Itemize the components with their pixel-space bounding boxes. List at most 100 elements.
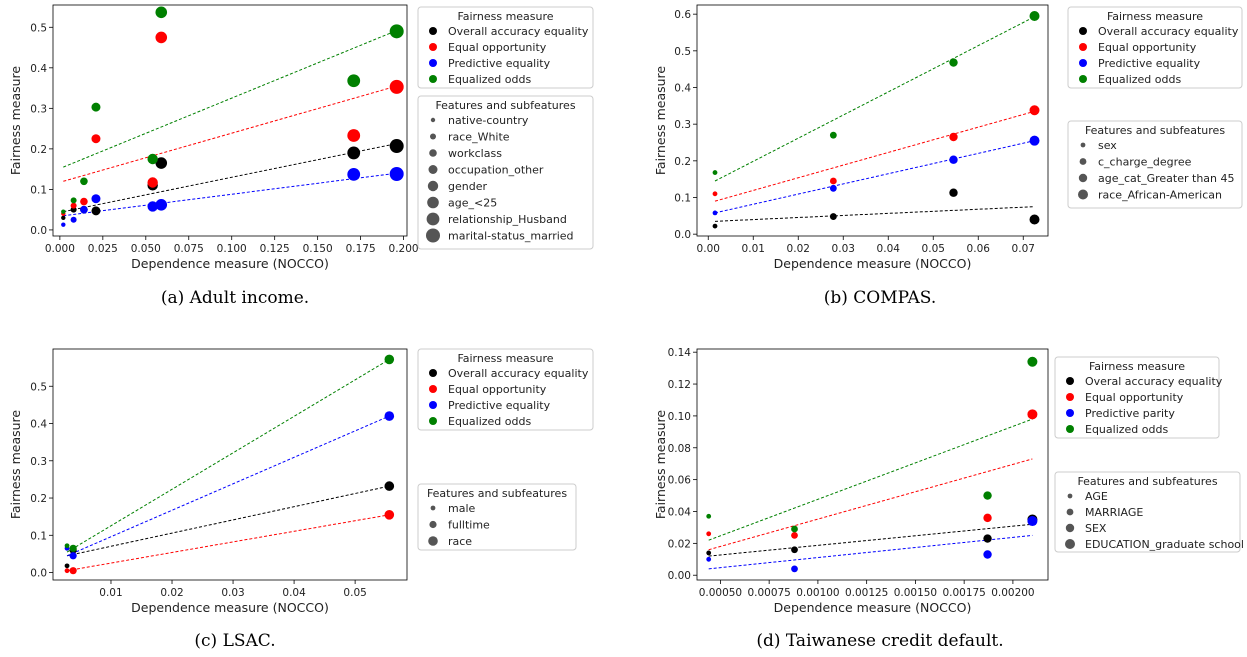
data-point bbox=[829, 213, 837, 220]
size-entry: workclass bbox=[448, 147, 502, 160]
figure-caption: (c) LSAC. bbox=[194, 631, 275, 651]
data-point bbox=[80, 177, 88, 186]
data-point bbox=[61, 222, 66, 227]
size-marker bbox=[427, 180, 439, 192]
y-tick-label: 0.4 bbox=[30, 63, 47, 75]
data-point bbox=[347, 146, 361, 160]
data-point bbox=[983, 534, 992, 543]
size-marker bbox=[428, 165, 438, 174]
trend-line bbox=[66, 485, 390, 557]
x-tick-label: 0.00200 bbox=[991, 587, 1034, 599]
size-marker bbox=[427, 196, 439, 209]
data-point bbox=[706, 556, 712, 562]
y-axis-label: Fairness measure bbox=[653, 66, 668, 176]
data-point bbox=[706, 513, 712, 519]
size-marker bbox=[1078, 189, 1088, 200]
data-point bbox=[147, 153, 158, 165]
x-tick-label: 0.00075 bbox=[747, 587, 790, 599]
color-legend-title: Fairness measure bbox=[1107, 10, 1203, 23]
legend-marker bbox=[429, 385, 437, 393]
data-point bbox=[389, 166, 404, 181]
y-tick-label: 0.6 bbox=[674, 9, 691, 21]
x-tick-label: 0.200 bbox=[389, 243, 419, 255]
legend-marker bbox=[1079, 59, 1087, 67]
legend-marker bbox=[429, 43, 437, 51]
data-point bbox=[983, 550, 992, 559]
data-point bbox=[70, 202, 77, 209]
size-entry: EDUCATION_graduate school bbox=[1085, 538, 1244, 551]
data-point bbox=[70, 197, 77, 204]
size-entry: race_White bbox=[448, 131, 510, 144]
data-point bbox=[91, 102, 101, 112]
data-point bbox=[1029, 105, 1040, 116]
size-marker bbox=[429, 520, 437, 529]
plot-frame bbox=[696, 4, 1049, 237]
data-point bbox=[91, 134, 101, 144]
size-marker bbox=[1078, 173, 1088, 183]
y-tick-label: 0.04 bbox=[668, 506, 692, 518]
size-marker bbox=[1079, 158, 1087, 165]
y-tick-label: 0.3 bbox=[30, 103, 47, 115]
data-point bbox=[983, 491, 992, 500]
size-entry: MARRIAGE bbox=[1085, 506, 1143, 519]
data-point bbox=[155, 6, 168, 19]
y-tick-label: 0.4 bbox=[674, 83, 691, 95]
y-tick-label: 0.10 bbox=[668, 411, 691, 423]
data-point bbox=[949, 58, 958, 67]
x-tick-label: 0.100 bbox=[217, 243, 247, 255]
y-tick-label: 0.5 bbox=[674, 46, 691, 58]
legend-marker bbox=[1066, 393, 1074, 401]
data-point bbox=[64, 568, 70, 574]
legend-entry: Overall accuracy equality bbox=[448, 367, 589, 380]
trend-line bbox=[708, 458, 1033, 551]
x-tick-label: 0.000 bbox=[45, 243, 75, 255]
size-marker bbox=[430, 117, 436, 123]
size-entry: c_charge_degree bbox=[1098, 156, 1192, 169]
y-tick-label: 0.00 bbox=[668, 570, 691, 582]
data-point bbox=[69, 552, 77, 560]
x-tick-label: 0.00050 bbox=[699, 587, 742, 599]
data-point bbox=[829, 184, 837, 192]
trend-line bbox=[63, 85, 397, 182]
legend-entry: Equalized odds bbox=[1098, 73, 1181, 86]
color-legend bbox=[417, 348, 594, 431]
legend-marker bbox=[429, 401, 437, 409]
data-point bbox=[347, 168, 361, 181]
trend-line bbox=[66, 415, 390, 557]
data-point bbox=[706, 550, 712, 556]
size-entry: marital-status_married bbox=[448, 230, 574, 243]
x-tick-label: 0.00150 bbox=[894, 587, 937, 599]
color-legend bbox=[1054, 356, 1220, 439]
data-point bbox=[712, 170, 718, 175]
x-tick-label: 0.075 bbox=[174, 243, 204, 255]
legend-entry: Overal accuracy equality bbox=[1085, 375, 1223, 388]
data-point bbox=[1027, 356, 1038, 367]
x-axis-label: Dependence measure (NOCCO) bbox=[774, 256, 972, 271]
trend-line bbox=[708, 418, 1033, 541]
y-tick-label: 0.12 bbox=[668, 379, 691, 391]
legend-marker bbox=[429, 75, 437, 83]
y-axis-label: Fairness measure bbox=[8, 410, 23, 520]
x-tick-label: 0.00 bbox=[697, 243, 720, 255]
figure-caption: (d) Taiwanese credit default. bbox=[756, 631, 1003, 651]
legend-marker bbox=[429, 59, 437, 67]
y-tick-label: 0.5 bbox=[30, 22, 47, 34]
y-tick-label: 0.1 bbox=[30, 530, 47, 542]
size-legend-title: Features and subfeatures bbox=[435, 99, 575, 112]
size-entry: gender bbox=[448, 180, 487, 193]
data-point bbox=[69, 567, 77, 575]
plot-frame bbox=[52, 4, 408, 237]
data-point bbox=[70, 216, 77, 223]
y-tick-label: 0.08 bbox=[668, 443, 691, 455]
x-axis-label: Dependence measure (NOCCO) bbox=[131, 256, 329, 271]
y-tick-label: 0.2 bbox=[674, 156, 691, 168]
data-point bbox=[384, 411, 395, 421]
size-marker bbox=[430, 133, 436, 140]
data-point bbox=[91, 206, 101, 216]
x-tick-label: 0.03 bbox=[832, 243, 855, 255]
y-tick-label: 0.1 bbox=[30, 184, 47, 196]
data-point bbox=[1027, 516, 1038, 527]
data-point bbox=[155, 198, 168, 211]
data-point bbox=[91, 194, 101, 204]
